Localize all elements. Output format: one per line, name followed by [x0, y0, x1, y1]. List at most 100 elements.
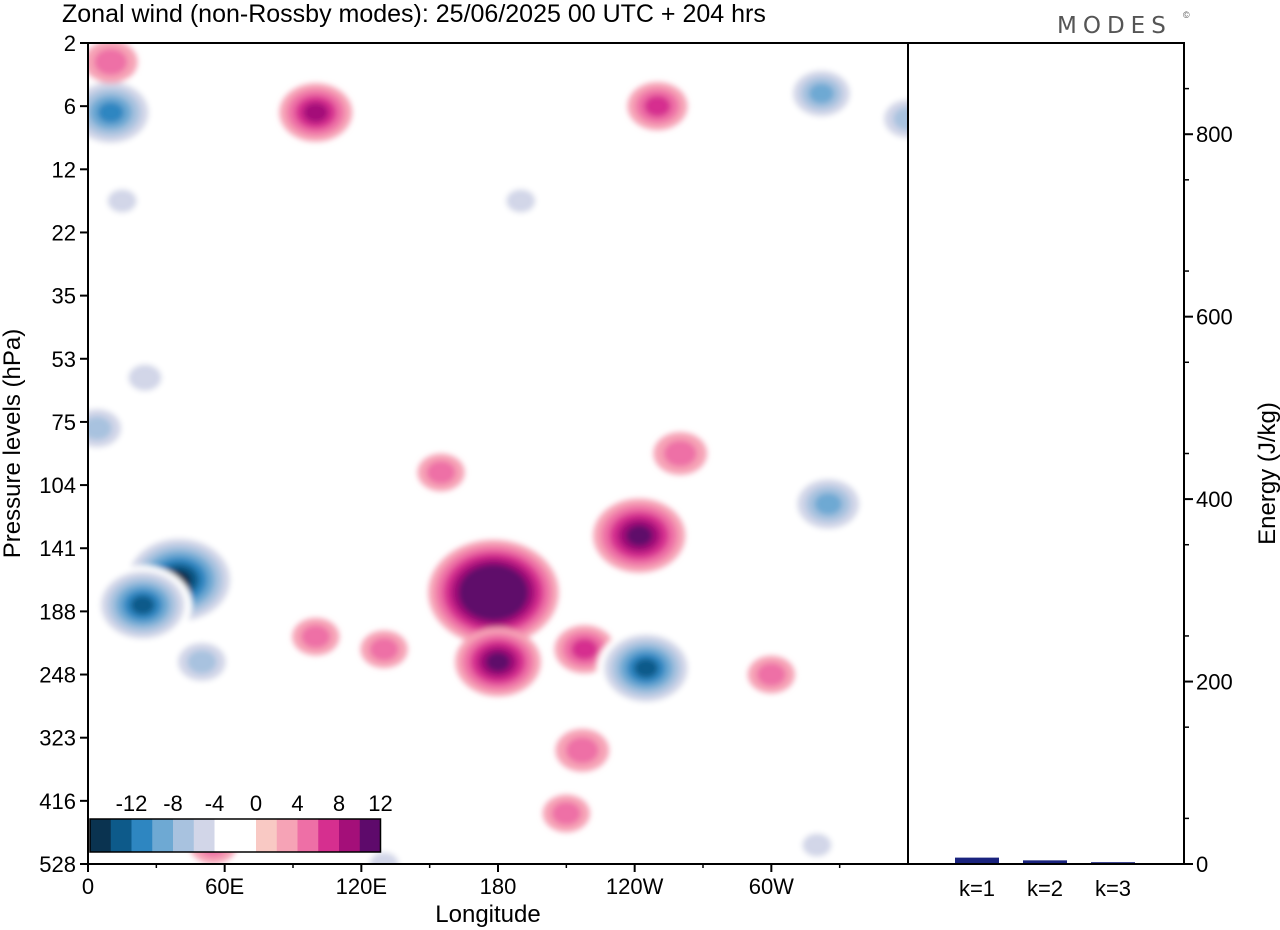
wind-anomaly-easterly-1: [93, 565, 192, 645]
wind-anomaly-westerly-17: [627, 82, 688, 131]
contour-level: [814, 492, 843, 516]
x-axis-title: Longitude: [435, 901, 540, 928]
bar-category-label: k=2: [1027, 876, 1063, 901]
contour-level: [128, 364, 162, 391]
x-tick-label: 0: [82, 874, 94, 899]
energy-tick-label: 400: [1196, 487, 1233, 512]
colorbar-border: [89, 818, 382, 853]
contour-level: [506, 189, 536, 213]
contour-level: [301, 625, 331, 649]
contour-level: [130, 595, 155, 615]
colorbar-swatch: [152, 819, 174, 852]
chart-title: Zonal wind (non-Rossby modes): 25/06/202…: [62, 0, 766, 28]
wind-anomaly-easterly-2: [168, 635, 236, 689]
contour-level: [571, 638, 598, 660]
wind-anomaly-westerly-9: [417, 453, 465, 492]
energy-tick-label: 0: [1196, 852, 1208, 877]
contour-level: [369, 637, 399, 661]
modes-logo: MODES: [1057, 13, 1172, 39]
energy-bars: k=1 k=2 k=3: [955, 857, 1135, 901]
wind-anomaly-westerly-25: [360, 630, 408, 669]
contour-level: [426, 460, 456, 485]
colorbar-label: 0: [250, 791, 262, 816]
contour-level: [485, 652, 511, 672]
colorbar-swatch: [318, 819, 340, 852]
bar-category-label: k=1: [959, 876, 995, 901]
colorbar-label: -12: [116, 791, 148, 816]
contour-level: [808, 83, 835, 104]
contour-level: [644, 95, 671, 117]
colorbar-label: -4: [205, 791, 225, 816]
x-tick-label: 60W: [749, 874, 794, 899]
x-tick-label: 120E: [336, 874, 387, 899]
logo-mark: ©: [1183, 10, 1190, 20]
wind-anomaly-westerly-10: [428, 539, 559, 646]
contour-level: [756, 662, 786, 687]
colorbar-swatch: [339, 819, 361, 852]
x-tick-label: 180: [480, 874, 517, 899]
colorbar-label: 8: [333, 791, 345, 816]
wind-anomaly-easterly-19: [788, 472, 868, 536]
y-tick-label: 53: [52, 347, 76, 372]
y-tick-label: 22: [52, 220, 76, 245]
contour-level: [187, 650, 217, 674]
axes: 0 60E 120E 180 120W 60W Longitude 2 6 12 22 35 53 75 1…: [0, 31, 1280, 928]
contour-level: [626, 525, 653, 547]
colorbar-label: 4: [291, 791, 303, 816]
contour-level: [565, 737, 599, 764]
y-tick-label: 248: [39, 663, 76, 688]
contour-level: [94, 48, 128, 76]
y-axis-title: Pressure levels (hPa): [0, 329, 26, 558]
contour-level: [481, 582, 506, 603]
wind-anomaly-easterly-20: [785, 64, 858, 123]
wind-anomaly-easterly-26: [497, 182, 545, 220]
y-tick-label: 2: [64, 31, 76, 56]
wind-anomaly-westerly-7: [279, 83, 353, 142]
heatmap-field: [88, 43, 908, 864]
wind-anomaly-easterly-3: [88, 75, 157, 150]
energy-frame: [907, 42, 1185, 865]
y-tick-label: 104: [39, 473, 76, 498]
colorbar-swatch: [193, 819, 215, 852]
y-tick-label: 6: [64, 94, 76, 119]
x-tick-label: 120W: [606, 874, 664, 899]
colorbar-label: 12: [368, 791, 392, 816]
contour-level: [893, 106, 908, 131]
contour-level: [303, 102, 329, 123]
wind-anomaly-easterly-4: [88, 401, 131, 455]
wind-anomaly-westerly-24: [292, 617, 340, 656]
colorbar-swatch: [131, 819, 153, 852]
colorbar-swatch: [359, 819, 381, 852]
y-tick-label: 528: [39, 852, 76, 877]
y-tick-label: 12: [52, 157, 76, 182]
wind-anomaly-easterly-6: [98, 182, 146, 220]
bar-category-label: k=3: [1095, 876, 1131, 901]
contour-level: [663, 440, 697, 467]
energy-tick-label: 600: [1196, 305, 1233, 330]
contour-level: [551, 801, 581, 826]
contour-level: [634, 658, 658, 678]
energy-tick-label: 200: [1196, 670, 1233, 695]
colorbar-swatch: [297, 819, 319, 852]
contour-fill-group: [88, 43, 908, 864]
contour-level: [802, 833, 832, 857]
contour-level: [88, 416, 112, 441]
energy-bar-k=1: [955, 857, 999, 864]
y-tick-label: 416: [39, 789, 76, 814]
colorbar-swatch: [276, 819, 298, 852]
wind-anomaly-westerly-15: [555, 728, 610, 772]
energy-bar-k=2: [1023, 860, 1067, 864]
contour-level: [369, 852, 399, 864]
wind-anomaly-westerly-22: [747, 655, 795, 694]
colorbar-swatch: [173, 819, 195, 852]
wind-anomaly-easterly-18: [596, 628, 696, 708]
colorbar-swatch: [256, 819, 278, 852]
colorbar-swatch: [90, 819, 112, 852]
colorbar: -12 -8 -4 0 4 8 12: [89, 791, 393, 853]
wind-anomaly-easterly-21: [874, 92, 908, 146]
y-tick-label: 75: [52, 410, 76, 435]
colorbar-swatch: [214, 819, 236, 852]
wind-anomaly-easterly-5: [118, 356, 172, 400]
y-tick-label: 35: [52, 284, 76, 309]
